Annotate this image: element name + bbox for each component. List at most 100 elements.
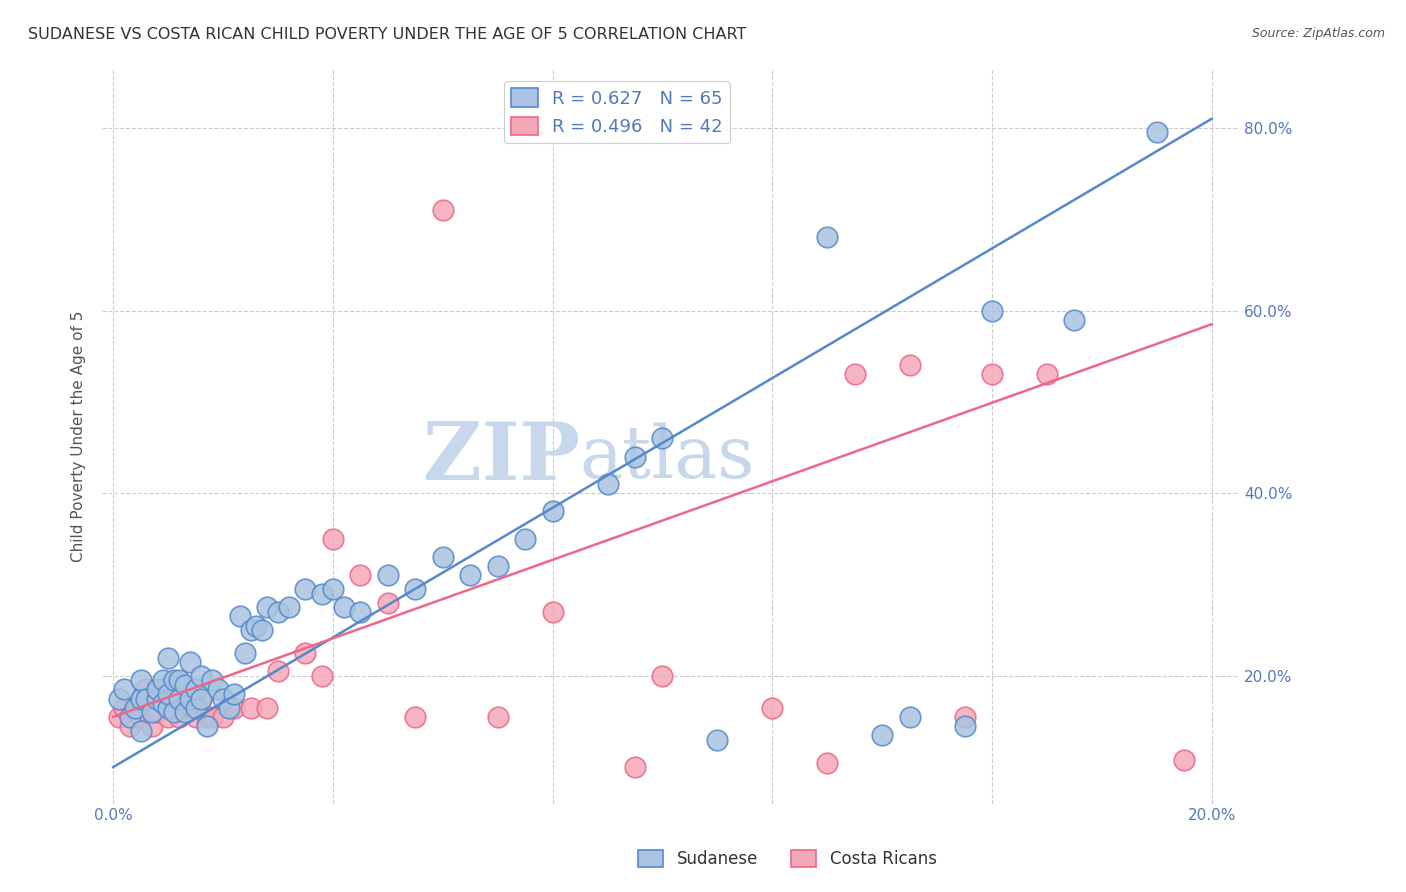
Point bbox=[404, 710, 426, 724]
Text: atlas: atlas bbox=[579, 423, 755, 493]
Point bbox=[162, 706, 184, 720]
Point bbox=[157, 700, 180, 714]
Point bbox=[228, 609, 250, 624]
Point bbox=[157, 650, 180, 665]
Point bbox=[844, 368, 866, 382]
Point bbox=[146, 706, 169, 720]
Point bbox=[349, 568, 371, 582]
Point bbox=[184, 682, 207, 697]
Point bbox=[377, 568, 399, 582]
Point bbox=[432, 550, 454, 565]
Point bbox=[179, 700, 201, 714]
Point bbox=[184, 710, 207, 724]
Point bbox=[135, 682, 157, 697]
Point bbox=[815, 230, 838, 244]
Point bbox=[651, 669, 673, 683]
Point bbox=[179, 655, 201, 669]
Point bbox=[195, 710, 218, 724]
Point bbox=[1146, 125, 1168, 139]
Legend: R = 0.627   N = 65, R = 0.496   N = 42: R = 0.627 N = 65, R = 0.496 N = 42 bbox=[503, 81, 730, 144]
Point bbox=[294, 582, 316, 596]
Point bbox=[651, 431, 673, 445]
Point bbox=[377, 596, 399, 610]
Point bbox=[179, 691, 201, 706]
Point bbox=[432, 202, 454, 217]
Point bbox=[311, 669, 333, 683]
Point bbox=[201, 710, 224, 724]
Point bbox=[311, 586, 333, 600]
Point bbox=[404, 582, 426, 596]
Point bbox=[870, 728, 893, 742]
Point bbox=[173, 678, 195, 692]
Point bbox=[152, 682, 174, 697]
Point bbox=[761, 700, 783, 714]
Point bbox=[981, 368, 1004, 382]
Point bbox=[129, 723, 152, 738]
Point bbox=[239, 700, 262, 714]
Point bbox=[322, 532, 344, 546]
Point bbox=[107, 710, 129, 724]
Point bbox=[184, 700, 207, 714]
Point bbox=[141, 706, 163, 720]
Point bbox=[152, 673, 174, 688]
Point bbox=[898, 359, 921, 373]
Point bbox=[146, 691, 169, 706]
Point bbox=[294, 646, 316, 660]
Point bbox=[167, 691, 190, 706]
Point bbox=[233, 646, 256, 660]
Point bbox=[624, 450, 647, 464]
Point bbox=[333, 600, 356, 615]
Point bbox=[146, 682, 169, 697]
Point bbox=[129, 710, 152, 724]
Point bbox=[458, 568, 481, 582]
Point bbox=[245, 618, 267, 632]
Point bbox=[190, 691, 212, 706]
Point bbox=[124, 700, 146, 714]
Point bbox=[212, 710, 235, 724]
Point bbox=[162, 673, 184, 688]
Point bbox=[212, 691, 235, 706]
Point bbox=[190, 669, 212, 683]
Point bbox=[1173, 753, 1195, 767]
Legend: Sudanese, Costa Ricans: Sudanese, Costa Ricans bbox=[631, 843, 943, 875]
Point bbox=[706, 732, 728, 747]
Point bbox=[118, 710, 141, 724]
Point bbox=[815, 756, 838, 770]
Point bbox=[322, 582, 344, 596]
Point bbox=[1036, 368, 1059, 382]
Y-axis label: Child Poverty Under the Age of 5: Child Poverty Under the Age of 5 bbox=[72, 310, 86, 562]
Point bbox=[207, 682, 229, 697]
Point bbox=[239, 623, 262, 637]
Point bbox=[1063, 312, 1085, 326]
Point bbox=[162, 700, 184, 714]
Point bbox=[112, 700, 135, 714]
Point bbox=[222, 700, 245, 714]
Point bbox=[124, 706, 146, 720]
Point bbox=[222, 687, 245, 701]
Point bbox=[157, 710, 180, 724]
Point bbox=[152, 696, 174, 710]
Text: ZIP: ZIP bbox=[423, 419, 579, 497]
Point bbox=[112, 682, 135, 697]
Point bbox=[167, 710, 190, 724]
Text: Source: ZipAtlas.com: Source: ZipAtlas.com bbox=[1251, 27, 1385, 40]
Point bbox=[515, 532, 537, 546]
Point bbox=[541, 605, 564, 619]
Point bbox=[256, 700, 278, 714]
Point bbox=[953, 719, 976, 733]
Point bbox=[349, 605, 371, 619]
Point bbox=[256, 600, 278, 615]
Text: SUDANESE VS COSTA RICAN CHILD POVERTY UNDER THE AGE OF 5 CORRELATION CHART: SUDANESE VS COSTA RICAN CHILD POVERTY UN… bbox=[28, 27, 747, 42]
Point bbox=[486, 710, 509, 724]
Point bbox=[898, 710, 921, 724]
Point bbox=[190, 691, 212, 706]
Point bbox=[141, 719, 163, 733]
Point bbox=[167, 673, 190, 688]
Point bbox=[129, 673, 152, 688]
Point bbox=[173, 706, 195, 720]
Point bbox=[981, 303, 1004, 318]
Point bbox=[250, 623, 273, 637]
Point bbox=[129, 691, 152, 706]
Point bbox=[107, 691, 129, 706]
Point bbox=[195, 719, 218, 733]
